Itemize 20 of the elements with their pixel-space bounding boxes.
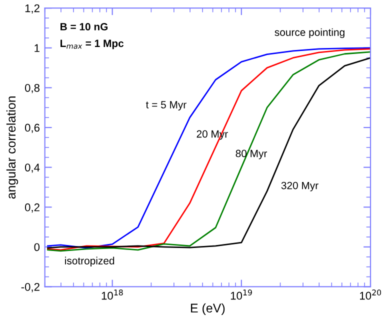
x-tick-label: 10$^{18}$ (102, 290, 123, 300)
y-tick-label: 1,2 (25, 4, 40, 14)
y-tick-label: -0,2 (21, 283, 40, 292)
annotation: isotropized (65, 256, 114, 267)
x-tick-label: 10$^{19}$ (230, 290, 252, 300)
y-tick-label: 0,8 (24, 84, 40, 94)
annotation: B = 10 nG (60, 23, 108, 30)
annotation: 80 Myr (236, 150, 268, 160)
y-tick-label: 0 (34, 243, 40, 252)
annotation: t = 5 Myr (146, 101, 186, 110)
y-tick-label: 0,2 (24, 203, 40, 213)
x-tick-label: 10$^{20}$ (360, 290, 382, 300)
y-axis-title: angular correlation (6, 96, 18, 199)
annotation: source pointing (274, 28, 344, 38)
y-tick-label: 0,6 (24, 124, 40, 133)
x-axis-title: E (eV) (190, 303, 225, 315)
y-tick-label: 0,4 (24, 164, 40, 173)
y-tick-label: 1 (34, 44, 40, 52)
annotation: 320 Myr (281, 182, 318, 192)
annotation: L$_{max}$ = 1 Mpc (60, 40, 124, 50)
